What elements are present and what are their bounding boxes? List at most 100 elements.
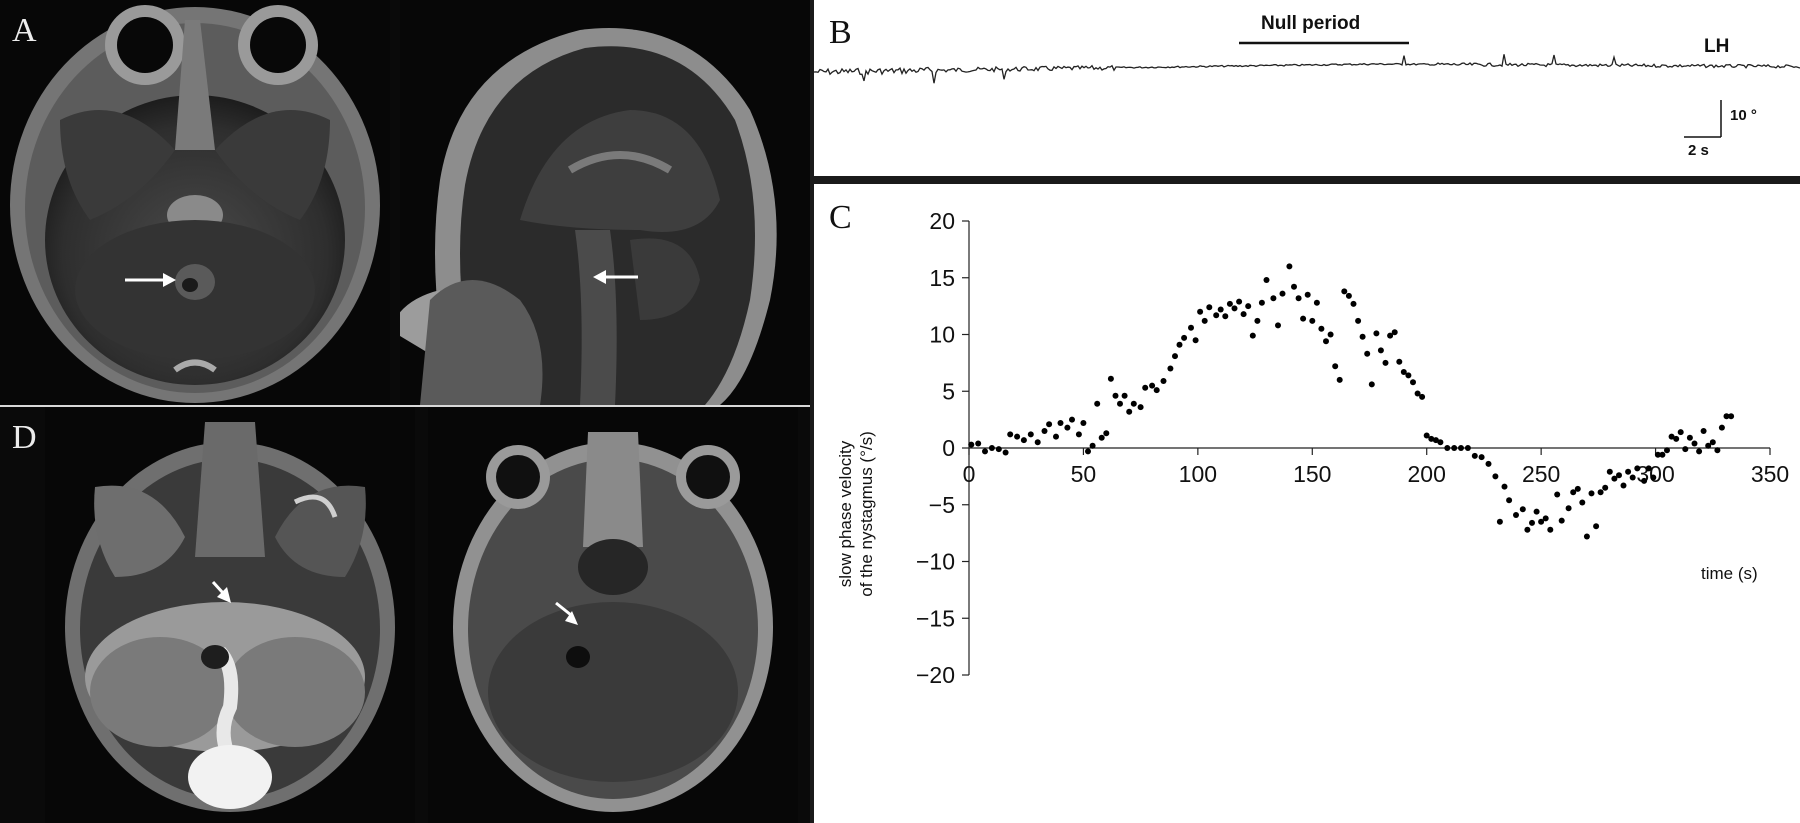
data-point (1117, 400, 1123, 407)
data-point (1524, 526, 1531, 533)
panel-a: A (0, 0, 810, 405)
data-point (1153, 387, 1160, 394)
data-point (1593, 523, 1600, 530)
data-point (1391, 329, 1398, 336)
data-point (1313, 299, 1320, 306)
data-point (1625, 468, 1632, 475)
data-point (1723, 413, 1730, 420)
y-tick-label: −5 (929, 492, 955, 518)
data-point (1034, 439, 1041, 446)
data-point (1382, 359, 1389, 366)
data-point (1588, 490, 1595, 497)
data-point (1217, 306, 1224, 313)
panel-c: 20 15 10 5 0 −5 −10 −15 −20 0 50 100 150 200 250 300 350… (814, 184, 1800, 823)
panel-divider-horizontal (0, 405, 810, 407)
x-axis-label: time (s) (1701, 564, 1758, 583)
data-point (1085, 448, 1091, 455)
y-tick-label: 5 (942, 378, 955, 404)
panel-c-label: C (829, 199, 852, 236)
data-point (1513, 512, 1519, 518)
data-point (1112, 392, 1119, 399)
data-point (1188, 324, 1194, 331)
data-point (1130, 400, 1137, 407)
data-point (1709, 439, 1716, 446)
data-point (1291, 283, 1297, 290)
data-point (1341, 288, 1348, 295)
panel-a-label: A (12, 12, 37, 49)
data-point (1181, 334, 1188, 341)
data-point (1574, 485, 1581, 492)
data-point (1336, 376, 1343, 383)
data-point (1300, 315, 1307, 322)
data-point (1107, 375, 1114, 382)
data-point (1368, 381, 1375, 388)
x-tick-label: 250 (1522, 461, 1560, 487)
data-point (1478, 454, 1485, 461)
data-point (1538, 518, 1545, 525)
nystagmus-trace: Null period LH 10 ° 2 s (814, 13, 1800, 159)
data-point (1327, 331, 1334, 338)
x-tick-label: 50 (1071, 461, 1097, 487)
y-tick-label: 10 (929, 322, 955, 348)
panel-b-label: B (829, 14, 852, 51)
data-point (1069, 416, 1075, 423)
data-point (1364, 350, 1371, 357)
data-point (1089, 442, 1096, 449)
data-point (1650, 474, 1657, 481)
data-point (1041, 428, 1048, 434)
data-point (1142, 384, 1149, 391)
data-point (1286, 263, 1293, 270)
data-point (1192, 337, 1199, 344)
data-point (1664, 447, 1670, 454)
data-point (1332, 363, 1339, 370)
data-point (1641, 477, 1648, 484)
y-tick-label: −10 (916, 549, 955, 575)
data-point (1160, 378, 1167, 384)
data-point (1304, 291, 1311, 298)
data-point (1542, 515, 1549, 522)
data-point (1373, 330, 1380, 337)
y-tick-label: −15 (916, 605, 955, 631)
data-point (1254, 317, 1261, 324)
data-point (1645, 465, 1652, 472)
data-point (1485, 460, 1492, 467)
data-point (1275, 322, 1281, 329)
panel-divider-right (814, 176, 1800, 184)
x-tick-label: 150 (1293, 461, 1331, 487)
data-point (1620, 482, 1627, 489)
data-point (1686, 434, 1693, 441)
data-point (1423, 432, 1430, 439)
data-point (1345, 292, 1352, 299)
data-point (1094, 400, 1101, 407)
data-point (1149, 382, 1156, 389)
data-point (1611, 475, 1618, 482)
scale-horizontal-label: 2 s (1688, 142, 1709, 159)
data-point (1506, 497, 1513, 504)
data-point (1659, 451, 1666, 458)
data-point (1236, 298, 1243, 305)
y-axis-label-line-1: slow phase velocity (836, 440, 855, 587)
data-point (1718, 424, 1725, 431)
data-point (1533, 508, 1540, 515)
data-point (1668, 433, 1675, 440)
data-point (982, 448, 988, 455)
data-point (1400, 369, 1407, 375)
data-point (1249, 332, 1256, 339)
y-tick-label: −20 (916, 662, 955, 688)
data-point (1464, 445, 1471, 451)
x-tick-label: 100 (1179, 461, 1217, 487)
data-point (1714, 447, 1721, 454)
data-point (1258, 299, 1265, 306)
data-point (1405, 372, 1412, 379)
data-point (968, 441, 975, 448)
data-point (1387, 332, 1394, 339)
data-point (1558, 517, 1565, 524)
data-point (1529, 519, 1535, 526)
data-point (1547, 526, 1554, 533)
data-point (1570, 489, 1577, 496)
data-point (1728, 413, 1735, 420)
mri-sagittal-image (400, 0, 810, 405)
data-point (1496, 518, 1503, 525)
data-point (1098, 434, 1105, 441)
